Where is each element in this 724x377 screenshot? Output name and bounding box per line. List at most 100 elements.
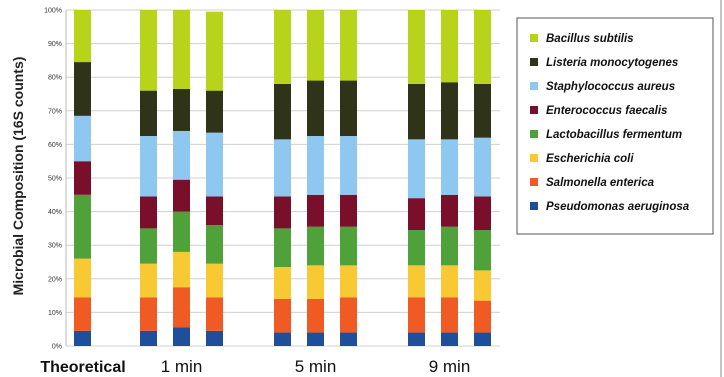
y-tick-label: 90% xyxy=(48,41,62,48)
x-group-label: Theoretical xyxy=(40,359,125,376)
bar-segment xyxy=(274,332,291,346)
bar-segment xyxy=(206,330,223,346)
bar-segment xyxy=(408,10,425,84)
bar-segment xyxy=(173,88,190,131)
bar-segment xyxy=(140,263,157,298)
bar-segment xyxy=(74,10,91,63)
bar-segment xyxy=(307,80,324,136)
x-group-label: 1 min xyxy=(161,357,203,376)
legend: Bacillus subtilis Listeria monocytogenes S… xyxy=(516,17,714,235)
bar-segment xyxy=(206,225,223,264)
legend-label: Pseudomonas aeruginosa xyxy=(546,201,690,213)
bar-segment xyxy=(474,10,491,84)
bar-segment xyxy=(441,139,458,195)
y-axis-label: Microbial Composition (16S counts) xyxy=(10,57,26,296)
bar-segment xyxy=(140,228,157,264)
legend-swatch xyxy=(530,82,538,90)
bar-segment xyxy=(274,83,291,140)
bar-segment xyxy=(74,297,91,331)
bar-segment xyxy=(274,139,291,197)
legend-label: Bacillus subtilis xyxy=(546,33,634,45)
bar-segment xyxy=(173,287,190,328)
bar-segment xyxy=(206,297,223,331)
legend-label: Staphylococcus aureus xyxy=(546,81,675,93)
bar-segment xyxy=(140,90,157,136)
bar-segment xyxy=(408,198,425,231)
x-group-label: 9 min xyxy=(429,357,471,376)
legend-label: Lactobacillus fermentum xyxy=(546,129,682,141)
legend-swatch xyxy=(530,130,538,138)
y-tick-label: 60% xyxy=(48,142,62,149)
y-tick-label: 40% xyxy=(48,209,62,216)
x-group-label: 5 min xyxy=(295,357,337,376)
bar-segment xyxy=(173,130,190,180)
bar-segment xyxy=(140,297,157,331)
bar-segment xyxy=(206,263,223,298)
y-tick-label: 0% xyxy=(52,344,62,351)
bar-segment xyxy=(74,62,91,116)
bar-segment xyxy=(74,194,91,259)
bar-segment xyxy=(307,136,324,195)
bar-segment xyxy=(408,230,425,266)
legend-swatch xyxy=(530,202,538,210)
legend-swatch xyxy=(530,58,538,66)
y-tick-label: 80% xyxy=(48,75,62,82)
bar-segment xyxy=(74,161,91,195)
bar-segment xyxy=(140,330,157,346)
legend-label: Listeria monocytogenes xyxy=(546,57,678,69)
bar-segment xyxy=(173,211,190,252)
bar-segment xyxy=(206,90,223,133)
bar-segment xyxy=(474,230,491,271)
bar-segment xyxy=(408,332,425,346)
bar-segment xyxy=(474,332,491,346)
bar-segment xyxy=(307,10,324,81)
y-tick-labels: 0% 10% 20% 30% 40% 50% 60% 70% 80% 90% 100% xyxy=(44,8,62,351)
legend-label: Escherichia coli xyxy=(546,153,634,165)
legend-label: Salmonella enterica xyxy=(546,177,655,189)
bar-segment xyxy=(206,196,223,226)
bar-segment xyxy=(441,10,458,83)
bar-segment xyxy=(274,228,291,268)
bar-segment xyxy=(474,196,491,231)
bar-segment xyxy=(74,115,91,162)
y-tick-label: 20% xyxy=(48,276,62,283)
bar-segment xyxy=(441,194,458,227)
x-group-labels: Theoretical 1 min 5 min 9 min xyxy=(40,357,470,376)
y-tick-label: 100% xyxy=(44,8,62,15)
bar-segment xyxy=(474,83,491,138)
bar-segment xyxy=(474,270,491,301)
bar-segment xyxy=(140,10,157,91)
bar-segment xyxy=(206,11,223,91)
bar-segment xyxy=(206,132,223,197)
legend-swatch xyxy=(530,178,538,186)
bar-segment xyxy=(274,196,291,229)
bar-segment xyxy=(140,196,157,229)
bar-segment xyxy=(307,332,324,346)
bar-segment xyxy=(173,327,190,346)
bar-segment xyxy=(408,139,425,199)
bar-segment xyxy=(274,298,291,333)
bar-segment xyxy=(441,297,458,333)
bar-segment xyxy=(408,83,425,140)
bar-segment xyxy=(441,82,458,140)
y-tick-label: 10% xyxy=(48,310,62,317)
bar-segment xyxy=(307,194,324,227)
y-tick-label: 70% xyxy=(48,108,62,115)
bar-segment xyxy=(173,251,190,288)
bar-segment xyxy=(173,10,190,89)
bar-segment xyxy=(140,136,157,197)
bar-segment xyxy=(441,226,458,266)
bar-segment xyxy=(340,10,357,81)
bar-segment xyxy=(408,265,425,298)
bar-segment xyxy=(340,80,357,136)
bar-segment xyxy=(474,300,491,333)
legend-swatch xyxy=(530,106,538,114)
bar-segment xyxy=(340,332,357,346)
bar-segment xyxy=(274,267,291,299)
y-tick-label: 30% xyxy=(48,243,62,250)
bar-segment xyxy=(74,330,91,346)
bar-segment xyxy=(307,226,324,266)
bar-segment xyxy=(307,298,324,333)
bar-segment xyxy=(274,10,291,84)
